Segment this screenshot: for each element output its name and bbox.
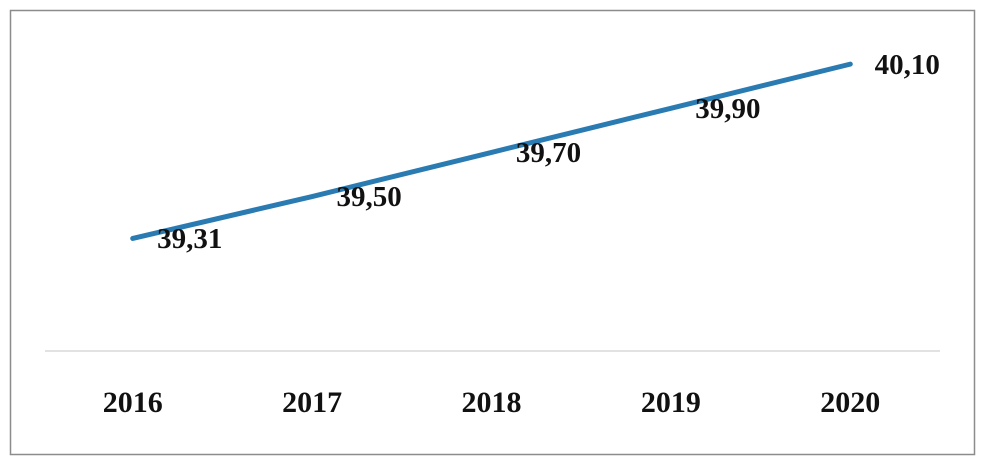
x-tick-label: 2018: [462, 386, 522, 419]
x-tick-label: 2019: [641, 386, 701, 419]
x-tick-label: 2017: [282, 386, 342, 419]
data-label: 39,50: [336, 181, 401, 213]
chart-frame: [9, 9, 976, 456]
x-tick-label: 2020: [820, 386, 880, 419]
data-label: 39,31: [157, 223, 222, 255]
data-line: [130, 61, 853, 241]
data-label: 39,90: [695, 93, 760, 125]
data-label: 39,70: [516, 137, 581, 169]
data-label: 40,10: [875, 49, 940, 81]
x-tick-label: 2016: [103, 386, 163, 419]
